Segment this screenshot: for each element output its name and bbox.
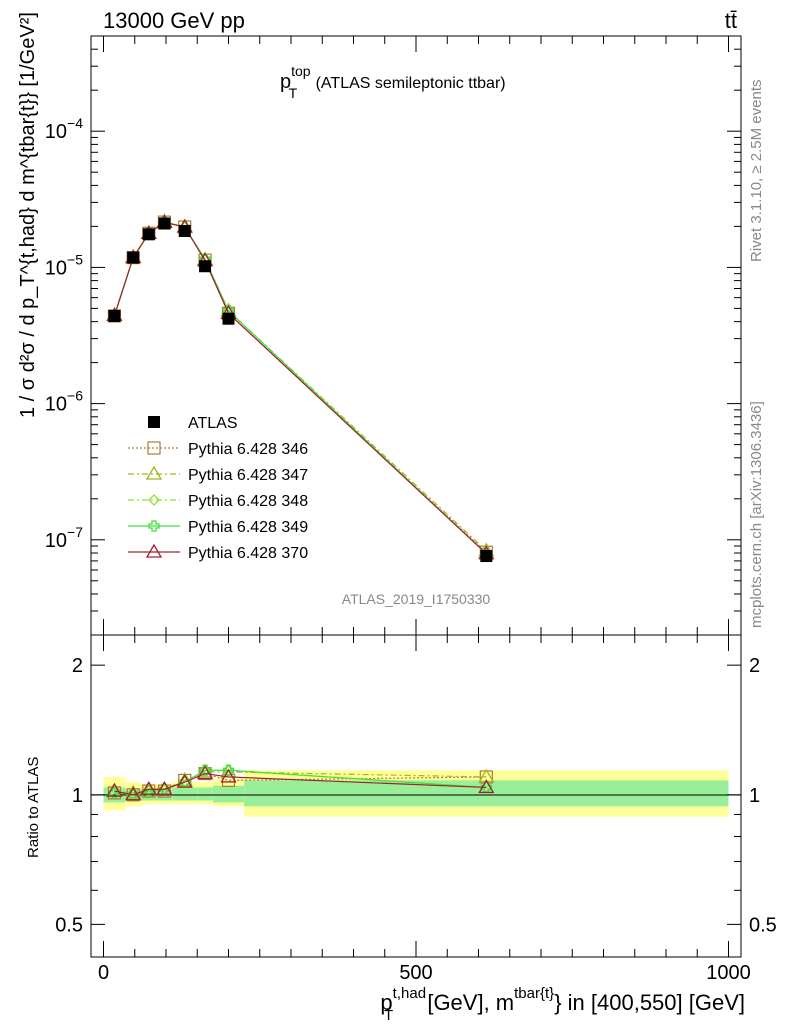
ratio-band-inner-5 (197, 787, 213, 801)
ratio-point-4-3 (156, 780, 173, 795)
ratio-xtick-label-1: 500 (399, 962, 432, 984)
legend-label-5: Pythia 6.428 370 (188, 545, 308, 562)
ratio-point-4-0 (106, 782, 123, 797)
ratio-xtick-label-0: 0 (98, 962, 109, 984)
xlabel-sup2: tbar{t} (514, 985, 554, 1002)
legend-item-1: Pythia 6.428 346 (128, 441, 308, 458)
legend-marker-4 (148, 520, 160, 532)
main-point-0-4 (178, 225, 191, 238)
ratio-series-layer (106, 763, 495, 802)
ratio-point-4-7 (478, 779, 495, 794)
ratio-ylabel: Ratio to ATLAS (25, 757, 42, 858)
ratio-ytick-label-right-1: 1 (749, 785, 760, 807)
ratio-series-4 (106, 765, 495, 801)
main-ytick-label-0: 10−4 (45, 115, 83, 143)
header-left: 13000 GeV pp (103, 8, 245, 33)
main-point-0-6 (222, 312, 235, 325)
ratio-axis-ticks: 2 2 1 1 0.5 0.5 0 500 1000 (55, 635, 777, 984)
main-series-0 (108, 217, 493, 563)
legend-marker-5 (145, 543, 163, 558)
ratio-xlabel: pt,had T [GeV], mtbar{t}} in [400,550] [G… (380, 985, 745, 1024)
legend-label-0: ATLAS (188, 415, 238, 432)
ratio-point-3-5 (199, 764, 211, 776)
main-point-0-2 (142, 228, 155, 241)
legend: ATLAS Pythia 6.428 346 Pythia 6.428 347 Pyt… (128, 415, 308, 562)
ratio-point-1-4 (176, 772, 193, 787)
ratio-point-4-1 (125, 786, 142, 801)
main-title: ptop T (ATLAS semileptonic ttbar) (280, 63, 506, 101)
main-title-sub: T (289, 85, 298, 101)
ratio-point-4-6 (220, 768, 237, 783)
main-point-0-1 (127, 251, 140, 264)
ratio-ytick-label-0: 2 (72, 655, 83, 677)
xlabel-p: p (380, 990, 392, 1015)
ratio-ytick-label-2: 0.5 (55, 914, 83, 936)
legend-item-2: Pythia 6.428 347 (128, 465, 308, 484)
ratio-panel: 2 2 1 1 0.5 0.5 0 500 1000 Ratio to ATLAS pt,had… (25, 634, 777, 1024)
legend-item-3: Pythia 6.428 348 (128, 493, 308, 510)
legend-label-1: Pythia 6.428 346 (188, 441, 308, 458)
xlabel-mid: [GeV], m (421, 990, 514, 1015)
ratio-band-inner-6 (212, 785, 245, 803)
main-title-rest: (ATLAS semileptonic ttbar) (311, 75, 505, 92)
ratio-band-inner-7 (244, 780, 729, 807)
legend-item-0: ATLAS (148, 415, 238, 432)
legend-label-2: Pythia 6.428 347 (188, 467, 308, 484)
legend-label-4: Pythia 6.428 349 (188, 519, 308, 536)
ratio-point-1-1 (125, 784, 142, 799)
main-point-0-7 (480, 550, 493, 563)
legend-marker-0 (148, 416, 160, 428)
main-ylabel: 1 / σ d²σ / d p_T^{t,had} d m^{tbar{t}} … (17, 12, 39, 418)
main-series-layer (106, 213, 495, 563)
legend-marker-3 (148, 494, 160, 506)
ratio-ytick-label-right-0: 2 (749, 655, 760, 677)
main-ytick-label-2: 10−6 (45, 388, 83, 416)
main-ytick-label-3: 10−7 (45, 524, 83, 552)
legend-marker-2 (145, 465, 163, 480)
ratio-point-4-5 (196, 765, 214, 780)
ratio-ytick-label-right-2: 0.5 (749, 914, 777, 936)
ratio-point-4-4 (176, 773, 193, 788)
xlabel-sup: t,had (393, 985, 426, 1002)
ratio-xtick-label-2: 1000 (706, 962, 751, 984)
rivet-label: Rivet 3.1.10, ≥ 2.5M events (748, 80, 765, 263)
xlabel-rest: } in [400,550] [GeV] (554, 990, 745, 1015)
main-axis-ticks: 10−4 10−5 10−6 10−7 (45, 35, 741, 636)
main-title-p: p (280, 71, 291, 93)
header-right: tt̄ (725, 8, 737, 33)
main-point-0-5 (199, 260, 212, 273)
main-point-0-3 (158, 217, 171, 230)
legend-item-4: Pythia 6.428 349 (128, 519, 308, 536)
main-title-sup: top (291, 63, 311, 79)
ratio-frame (90, 634, 742, 958)
mcplots-label: mcplots.cern.ch [arXiv:1306.3436] (748, 401, 765, 628)
legend-label-3: Pythia 6.428 348 (188, 493, 308, 510)
main-point-0-0 (108, 309, 121, 322)
main-ytick-label-1: 10−5 (45, 251, 83, 279)
main-panel: 10−4 10−5 10−6 10−7 ptop T (ATLAS semilepton… (17, 12, 742, 636)
xlabel-sub: T (384, 1007, 393, 1024)
analysis-watermark: ATLAS_2019_I1750330 (342, 591, 491, 607)
legend-item-5: Pythia 6.428 370 (128, 543, 308, 562)
ratio-ytick-label-1: 1 (72, 785, 83, 807)
ratio-point-4-2 (140, 780, 157, 795)
legend-marker-1 (147, 441, 161, 455)
ratio-band-inner-4 (172, 787, 198, 801)
